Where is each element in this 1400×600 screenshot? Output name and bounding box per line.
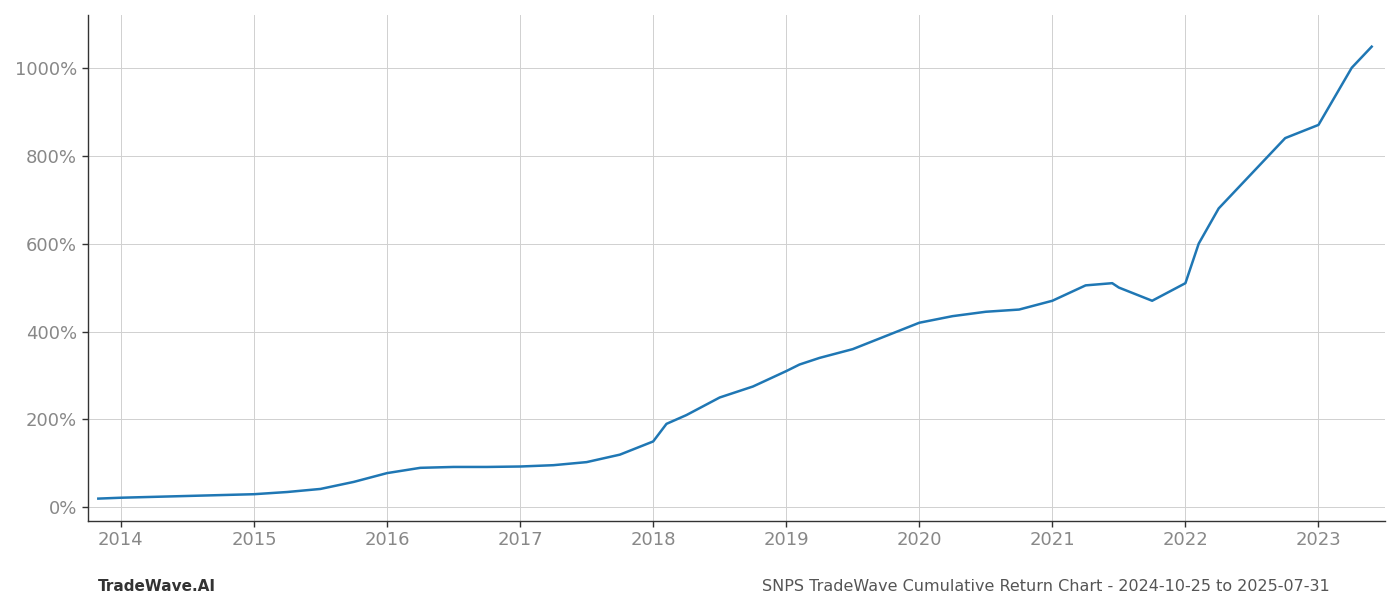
Text: SNPS TradeWave Cumulative Return Chart - 2024-10-25 to 2025-07-31: SNPS TradeWave Cumulative Return Chart -… (762, 579, 1330, 594)
Text: TradeWave.AI: TradeWave.AI (98, 579, 216, 594)
